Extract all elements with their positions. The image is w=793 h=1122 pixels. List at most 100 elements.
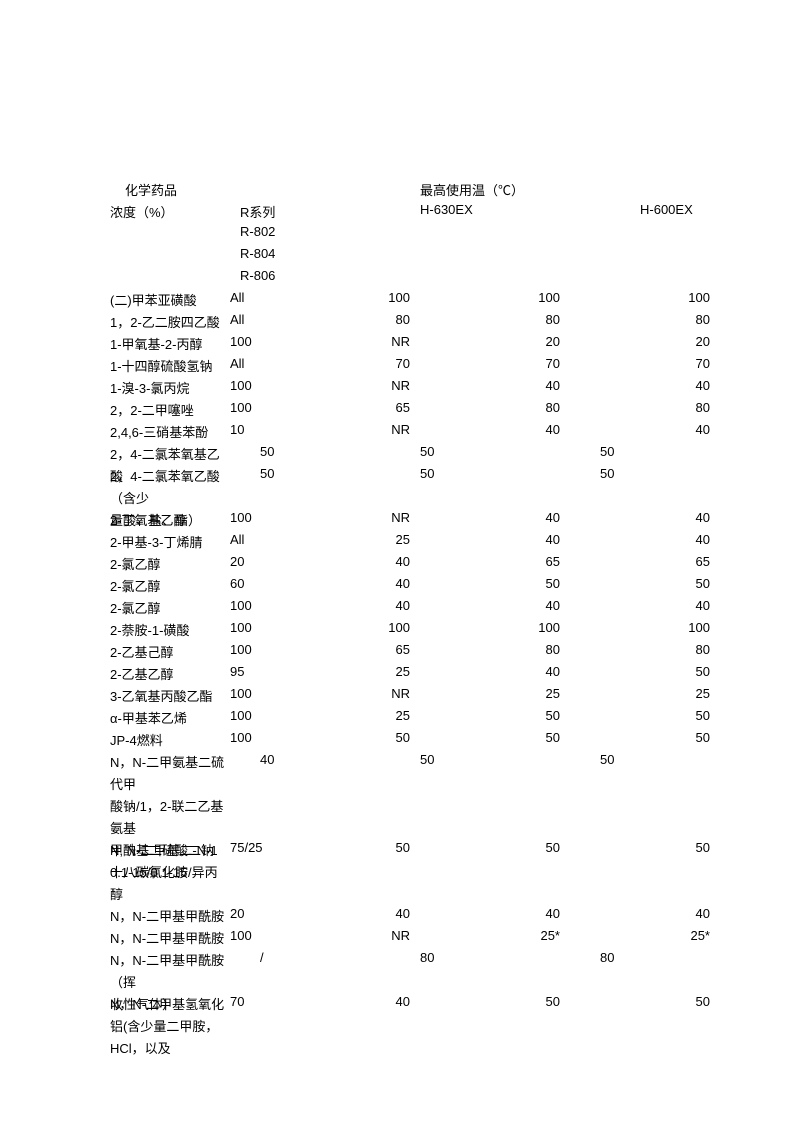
h630-value: 25: [510, 686, 560, 701]
table-row: 2-氯乙醇60405050: [110, 576, 710, 598]
r-series-value: 40: [360, 576, 410, 591]
r-series-value: NR: [360, 334, 410, 349]
page-content: 化学药品 最高使用温（℃） 浓度（%） R系列 H-630EX H-600EX …: [110, 180, 710, 1060]
h630-value: 40: [510, 510, 560, 525]
r-series-value: 70: [360, 356, 410, 371]
table-body: (二)甲苯亚磺酸All1001001001，2-乙二胺四乙酸All8080801…: [110, 290, 710, 1060]
chemical-name: N，N-二甲基氢氧化铝(含少量二甲胺，HCl，以及: [110, 994, 230, 1060]
h600-value: 65: [660, 554, 710, 569]
h600-value: 50: [600, 752, 650, 767]
chemical-name: JP-4燃料: [110, 730, 230, 752]
h600-value: 40: [660, 378, 710, 393]
h600-value: 50: [660, 664, 710, 679]
h630-value: 80: [510, 400, 560, 415]
concentration-value: 100: [230, 334, 290, 349]
r-series-value: 40: [360, 994, 410, 1009]
table-row: 1-溴-3-氯丙烷100NR4040: [110, 378, 710, 400]
table-row: 2，4-二氯苯氧基乙酸505050: [110, 444, 710, 466]
table-row: 2-氯乙醇100404040: [110, 598, 710, 620]
r-series-value: NR: [360, 510, 410, 525]
chemical-name: 2-氯乙醇: [110, 554, 230, 576]
r-series-value: 50: [360, 840, 410, 855]
concentration-value: 50: [260, 444, 320, 459]
h600-value: 80: [600, 950, 650, 965]
h600-value: 40: [660, 510, 710, 525]
r-sub-row-1: R-804: [110, 246, 710, 268]
h630-value: 25*: [510, 928, 560, 943]
chemical-name: N, N-二甲基二-N-1十八碳氯化胺/异丙醇: [110, 840, 230, 906]
h630-value: 40: [510, 378, 560, 393]
table-row: 2-丁氧基乙醇100NR4040: [110, 510, 710, 532]
h600-value: 50: [660, 994, 710, 1009]
h600-value: 40: [660, 422, 710, 437]
h600-value: 70: [660, 356, 710, 371]
table-row: 2-氯乙醇20 40 65 65: [110, 554, 710, 576]
header-row-2: 浓度（%） R系列 H-630EX H-600EX: [110, 202, 710, 224]
h630-value: 100: [510, 620, 560, 635]
h600-value: 25: [660, 686, 710, 701]
chemical-name: 2-萘胺-1-磺酸: [110, 620, 230, 642]
table-row: 2，4-二氯苯氧乙酸（含少量酸、盐、酯）505050: [110, 466, 710, 510]
chemical-label: 化学药品: [125, 180, 245, 199]
r-sub-row-2: R-806: [110, 268, 710, 290]
h630-value: 50: [510, 994, 560, 1009]
concentration-value: 70: [230, 994, 290, 1009]
r-series-value: 100: [360, 620, 410, 635]
table-row: N，N-二甲基甲酰胺100NR25*25*: [110, 928, 710, 950]
h630-value: 50: [510, 576, 560, 591]
h600-value: 80: [660, 312, 710, 327]
concentration-value: 20: [230, 554, 290, 569]
h600-value: 50: [660, 730, 710, 745]
concentration-value: 100: [230, 642, 290, 657]
h630-value: 40: [510, 422, 560, 437]
r-series-value: 50: [360, 730, 410, 745]
h600-value: 80: [660, 400, 710, 415]
table-row: 2，2-二甲噻唑100658080: [110, 400, 710, 422]
r-series-value: 65: [360, 642, 410, 657]
h600-value: 40: [660, 906, 710, 921]
h630-value: 65: [510, 554, 560, 569]
h600-value: 50: [600, 444, 650, 459]
table-row: α-甲基苯乙烯100255050: [110, 708, 710, 730]
r-series-value: 40: [360, 554, 410, 569]
r-sub-label: R-804: [240, 246, 275, 261]
h600-value: 50: [660, 708, 710, 723]
table-row: N，N-二甲基甲酰胺20404040: [110, 906, 710, 928]
h630-value: 40: [510, 598, 560, 613]
h630-value: 80: [420, 950, 470, 965]
chemical-name: 2-甲基-3-丁烯腈: [110, 532, 230, 554]
h630-value: 80: [510, 312, 560, 327]
concentration-label: 浓度（%）: [110, 202, 174, 221]
h630-value: 50: [510, 840, 560, 855]
chemical-name: α-甲基苯乙烯: [110, 708, 230, 730]
table-row: 1，2-乙二胺四乙酸All808080: [110, 312, 710, 334]
r-series-value: NR: [360, 928, 410, 943]
r-series-value: 40: [360, 906, 410, 921]
chemical-name: 3-乙氧基丙酸乙酯: [110, 686, 230, 708]
concentration-value: 100: [230, 686, 290, 701]
chemical-name: 2-氯乙醇: [110, 598, 230, 620]
h630-value: 50: [420, 752, 470, 767]
chemical-name: 2-乙基己醇: [110, 642, 230, 664]
concentration-value: 100: [230, 378, 290, 393]
h600-value: 20: [660, 334, 710, 349]
chemical-name: 1-十四醇硫酸氢钠: [110, 356, 230, 378]
concentration-value: 95: [230, 664, 290, 679]
table-row: 1-甲氧基-2-丙醇100NR2020: [110, 334, 710, 356]
h600-value: 80: [660, 642, 710, 657]
r-series-label: R系列: [240, 202, 275, 221]
table-row: 2-乙基乙醇95254050: [110, 664, 710, 686]
r-series-value: 40: [360, 598, 410, 613]
table-row: N，N-二甲基氢氧化铝(含少量二甲胺，HCl，以及70 40 50 50: [110, 994, 710, 1060]
concentration-value: All: [230, 532, 290, 547]
r-sub-label: R-806: [240, 268, 275, 283]
chemical-name: 2-氯乙醇: [110, 576, 230, 598]
h600-value: 40: [660, 532, 710, 547]
chemical-name: 1-甲氧基-2-丙醇: [110, 334, 230, 356]
r-series-value: 25: [360, 708, 410, 723]
table-row: 2,4,6-三硝基苯酚10NR4040: [110, 422, 710, 444]
max-temp-label: 最高使用温（℃）: [420, 180, 524, 199]
h630-value: 100: [510, 290, 560, 305]
h630-value: 40: [510, 532, 560, 547]
r-series-value: NR: [360, 378, 410, 393]
